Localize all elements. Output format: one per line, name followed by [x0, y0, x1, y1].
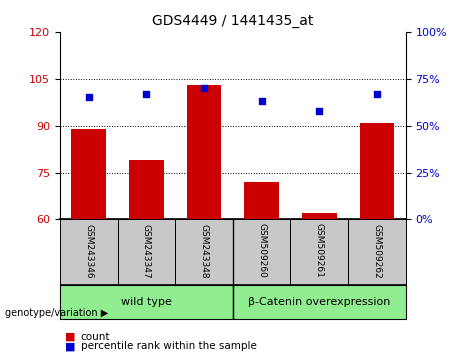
Bar [233, 285, 406, 319]
Text: GSM509262: GSM509262 [372, 223, 381, 278]
Bar [118, 219, 175, 285]
Text: ■: ■ [65, 332, 75, 342]
Text: GSM509261: GSM509261 [315, 223, 324, 278]
Text: ■: ■ [65, 341, 75, 351]
Bar [233, 219, 290, 285]
Bar [290, 219, 348, 285]
Bar [175, 219, 233, 285]
Text: genotype/variation ▶: genotype/variation ▶ [5, 308, 108, 318]
Bar [302, 213, 337, 219]
Point [315, 108, 323, 113]
Bar [60, 285, 233, 319]
Text: percentile rank within the sample: percentile rank within the sample [81, 341, 257, 351]
Text: GSM243347: GSM243347 [142, 224, 151, 278]
Text: count: count [81, 332, 110, 342]
Point [85, 95, 92, 100]
Bar [187, 85, 221, 219]
Text: GSM243348: GSM243348 [200, 224, 208, 278]
Text: GSM243346: GSM243346 [84, 224, 93, 278]
Bar [360, 122, 394, 219]
Bar [60, 219, 118, 285]
Point [373, 91, 381, 97]
Point [258, 98, 266, 104]
Bar [129, 160, 164, 219]
Point [142, 91, 150, 97]
Text: wild type: wild type [121, 297, 172, 307]
Text: GSM509260: GSM509260 [257, 223, 266, 278]
Bar [244, 182, 279, 219]
Title: GDS4449 / 1441435_at: GDS4449 / 1441435_at [152, 14, 313, 28]
Bar [348, 219, 406, 285]
Bar [71, 129, 106, 219]
Point [200, 85, 207, 91]
Text: β-Catenin overexpression: β-Catenin overexpression [248, 297, 390, 307]
